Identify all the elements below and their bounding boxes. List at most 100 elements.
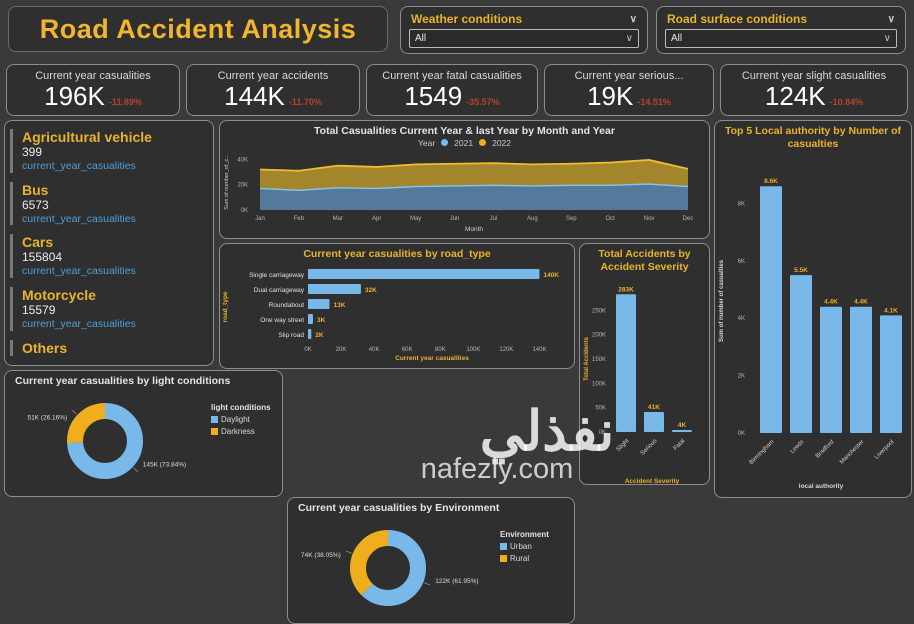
- axis-label: Jun: [450, 216, 460, 222]
- chart-title: Current year casualities by Environment: [298, 502, 500, 514]
- axis-label: 250K: [592, 309, 606, 315]
- road-type-bar-chart: Current year casualities by road_type Si…: [219, 243, 575, 369]
- bar-serious[interactable]: [644, 412, 664, 433]
- list-item-cars[interactable]: Cars 155804 current_year_casualities: [10, 234, 207, 279]
- top5-local-authority-chart: Top 5 Local authority by Number of casua…: [714, 120, 912, 498]
- bar-fatal[interactable]: [672, 430, 692, 433]
- weather-slicer-dropdown[interactable]: All ∨: [409, 29, 639, 48]
- legend-swatch: [500, 543, 507, 550]
- axis-label: 2K: [738, 374, 745, 380]
- bar-roundabout[interactable]: [308, 298, 330, 309]
- axis-label: 100K: [466, 347, 480, 353]
- vehicle-name: Motorcycle: [22, 287, 96, 304]
- axis-label: 20K: [237, 182, 248, 188]
- category-label: Fatal: [673, 438, 687, 452]
- hbar-chart-canvas: Single carriageway 140K Dual carriageway 32…: [222, 268, 559, 362]
- kpi-delta: -11.89%: [108, 97, 142, 107]
- vehicle-value: 6573: [22, 197, 49, 212]
- legend-label: Urban: [510, 542, 532, 551]
- chevron-down-icon: ∨: [883, 33, 891, 44]
- y-axis-title: Sum of number of casualties: [719, 260, 725, 343]
- bar-bradford[interactable]: [820, 306, 842, 434]
- bar-leeds[interactable]: [790, 275, 812, 434]
- axis-label: 80K: [435, 347, 446, 353]
- pie-slice-darkness[interactable]: [67, 402, 143, 479]
- data-label: 3K: [317, 317, 326, 324]
- vehicle-value: 15579: [22, 303, 56, 318]
- bar-single-carriageway[interactable]: [308, 268, 540, 279]
- donut-chart-canvas: 122K (61.95%) 74K (38.05%): [301, 529, 479, 606]
- list-item-motorcycle[interactable]: Motorcycle 15579 current_year_casualitie…: [10, 287, 207, 331]
- bar-dual-carriageway[interactable]: [308, 283, 361, 294]
- axis-label: Month: [465, 226, 483, 233]
- metric-link[interactable]: current_year_casualities: [22, 160, 136, 173]
- category-label: Serious: [640, 438, 659, 457]
- list-item-bus[interactable]: Bus 6573 current_year_casualities: [10, 181, 207, 226]
- bar-slip-road[interactable]: [308, 328, 312, 339]
- axis-label: 0K: [599, 430, 606, 436]
- area-series-2021[interactable]: [260, 183, 688, 210]
- callout-line: [423, 581, 430, 585]
- chevron-down-icon[interactable]: ∨: [629, 13, 637, 25]
- chevron-down-icon[interactable]: ∨: [887, 13, 895, 25]
- legend-label-2022[interactable]: 2022: [492, 137, 512, 148]
- legend-item-rural[interactable]: Rural: [500, 554, 549, 563]
- category-label: Manchester: [839, 439, 865, 465]
- data-label: 4.1K: [884, 308, 898, 315]
- bar-one-way-street[interactable]: [308, 313, 313, 324]
- legend-label-2021[interactable]: 2021: [454, 137, 474, 148]
- bar-liverpool[interactable]: [880, 315, 902, 434]
- data-label: 4K: [678, 422, 687, 429]
- legend-swatch: [500, 555, 507, 562]
- category-label: Bradford: [815, 439, 836, 460]
- legend-item-darkness[interactable]: Darkness: [211, 427, 271, 436]
- axis-label: 0K: [738, 431, 745, 437]
- bar-manchester[interactable]: [850, 306, 872, 434]
- x-axis-title: Current year casualities: [395, 355, 469, 362]
- bar-birmingham[interactable]: [760, 186, 782, 434]
- axis-label: 0K: [304, 347, 311, 353]
- axis-label: Sum of number_of_c...: [224, 153, 230, 209]
- legend-item-urban[interactable]: Urban: [500, 542, 549, 551]
- series-line: [259, 158, 689, 172]
- chart-title: Current year casualities by light condit…: [15, 375, 231, 387]
- legend-title: Year: [417, 137, 436, 148]
- x-axis-title: Accident Severity: [625, 478, 680, 485]
- data-label: 5.5K: [794, 267, 808, 274]
- road-surface-slicer-value: All: [671, 33, 683, 44]
- metric-link[interactable]: current_year_casualities: [22, 318, 136, 331]
- category-label: Dual carriageway: [254, 287, 305, 294]
- callout-line: [133, 466, 139, 472]
- data-label: 145K (73.84%): [143, 461, 186, 468]
- kpi-value: 1549: [404, 81, 463, 111]
- data-label: 32K: [365, 287, 377, 294]
- kpi-delta: -14.51%: [637, 97, 671, 107]
- data-label: 41K: [648, 404, 660, 411]
- vehicle-value: 155804: [22, 250, 63, 265]
- road-surface-slicer-label: Road surface conditions: [667, 12, 808, 26]
- list-item-agricultural-vehicle[interactable]: Agricultural vehicle 399 current_year_ca…: [10, 129, 207, 173]
- legend-item-daylight[interactable]: Daylight: [211, 415, 271, 424]
- vehicle-name: Agricultural vehicle: [22, 129, 152, 145]
- kpi-delta: -35.57%: [466, 97, 500, 107]
- vehicle-name: Others: [22, 339, 68, 356]
- weather-slicer-label: Weather conditions: [411, 12, 523, 26]
- monthly-casualties-area-chart: Total Casualities Current Year & last Ye…: [219, 120, 710, 239]
- legend-dot-2022: [479, 139, 487, 147]
- metric-link[interactable]: current_year_casualities: [22, 212, 136, 225]
- vehicle-value: 399: [22, 145, 43, 160]
- list-item-others[interactable]: Others: [10, 339, 207, 356]
- dashboard-title-panel: Road Accident Analysis: [8, 6, 388, 52]
- axis-label: 100K: [592, 382, 606, 388]
- area-series-2022[interactable]: [260, 159, 688, 190]
- road-surface-slicer-dropdown[interactable]: All ∨: [665, 29, 897, 48]
- kpi-card-casualties: Current year casualities 196K -11.89%: [6, 64, 180, 116]
- data-label: 74K (38.05%): [301, 552, 341, 559]
- bar-slight[interactable]: [616, 294, 636, 433]
- vehicle-name: Cars: [22, 234, 54, 251]
- data-label: 4.4K: [854, 299, 868, 306]
- callout-line: [346, 550, 353, 554]
- legend-label: Daylight: [221, 415, 250, 424]
- metric-link[interactable]: current_year_casualities: [22, 265, 136, 278]
- data-label: 8.6K: [764, 178, 778, 185]
